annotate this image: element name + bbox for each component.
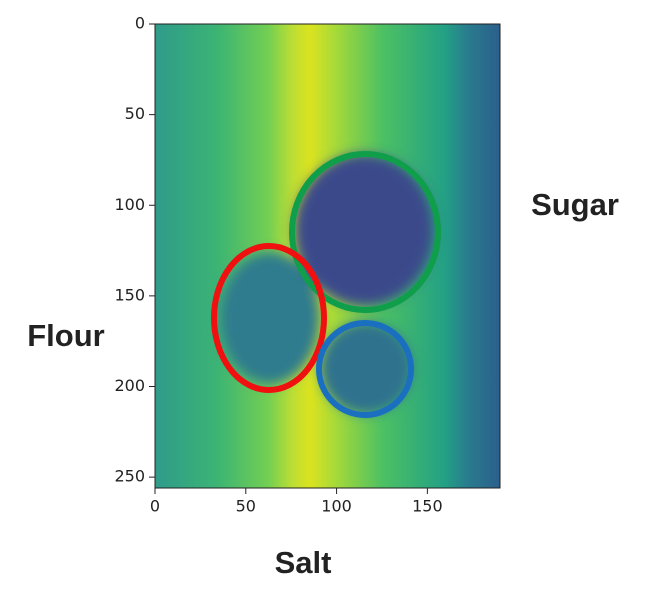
y-tick-label: 0 — [135, 14, 145, 33]
annotation-ring — [211, 243, 327, 393]
annotation-ring — [316, 320, 414, 418]
y-tick-label: 50 — [125, 104, 145, 123]
x-tick-label: 50 — [236, 497, 256, 516]
x-tick-label: 150 — [412, 497, 443, 516]
y-tick-label: 150 — [114, 285, 145, 304]
x-tick-label: 100 — [321, 497, 352, 516]
plot-frame — [154, 23, 501, 489]
annotation-label: Salt — [275, 545, 332, 580]
y-tick-label: 250 — [114, 467, 145, 486]
annotation-ring — [289, 151, 441, 313]
y-tick-label: 100 — [114, 195, 145, 214]
x-tick-label: 0 — [150, 497, 160, 516]
annotation-label: Flour — [27, 318, 105, 353]
image — [155, 24, 500, 488]
annotation-label: Sugar — [531, 187, 619, 222]
y-tick-label: 200 — [114, 376, 145, 395]
